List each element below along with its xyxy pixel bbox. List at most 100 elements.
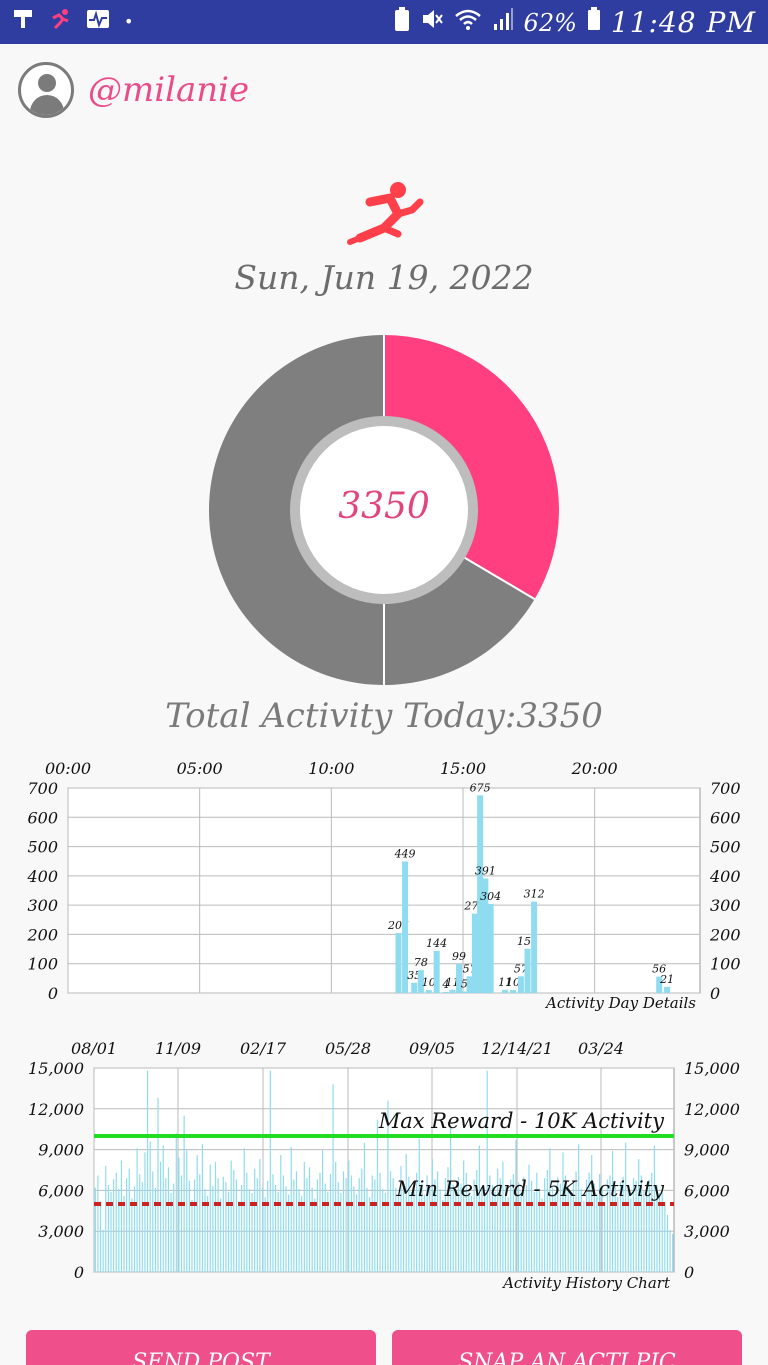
history-bar — [494, 1191, 496, 1272]
battery-percent: 62% — [523, 8, 577, 37]
history-bar — [170, 1193, 172, 1272]
history-bar — [507, 1197, 509, 1272]
activity-donut-chart — [208, 335, 559, 685]
history-bar — [233, 1170, 235, 1272]
history-bar — [165, 1178, 167, 1272]
history-y-tick-right: 0 — [684, 1263, 694, 1282]
history-y-tick-left: 3,000 — [38, 1222, 84, 1241]
history-bar — [227, 1191, 230, 1272]
history-bar — [517, 1182, 520, 1272]
history-bar — [225, 1182, 227, 1272]
day-bar — [471, 913, 478, 993]
history-bar — [478, 1145, 480, 1272]
history-bar — [358, 1178, 360, 1272]
donut-center-value: 3350 — [338, 486, 430, 527]
history-bar — [598, 1174, 601, 1272]
avatar[interactable] — [18, 62, 74, 118]
history-bar — [110, 1191, 112, 1272]
history-bar — [149, 1141, 151, 1272]
history-bar — [426, 1175, 428, 1272]
status-time: 11:48 PM — [610, 6, 756, 39]
history-bar — [596, 1194, 598, 1272]
history-bar — [324, 1183, 326, 1272]
day-y-tick-left: 600 — [27, 808, 58, 827]
history-bar — [520, 1193, 522, 1272]
history-bar — [157, 1097, 159, 1272]
history-bar — [659, 1193, 661, 1272]
history-bar — [431, 1159, 433, 1272]
send-post-button[interactable]: SEND POST — [26, 1330, 376, 1365]
history-bar — [126, 1178, 128, 1272]
history-bar — [290, 1146, 292, 1272]
history-bar — [536, 1172, 538, 1272]
history-bar — [421, 1183, 423, 1272]
history-bar — [261, 1187, 264, 1272]
history-bar — [572, 1180, 575, 1272]
history-bar — [497, 1168, 499, 1272]
history-bar — [248, 1189, 251, 1272]
history-bar — [214, 1161, 217, 1272]
history-bar — [531, 1180, 533, 1272]
history-bar — [504, 1186, 507, 1272]
history-bar — [551, 1187, 554, 1272]
mute-icon — [420, 6, 444, 39]
signal-icon — [492, 6, 514, 39]
history-bar — [491, 1184, 494, 1272]
day-bar — [449, 989, 456, 993]
history-bar — [549, 1148, 551, 1272]
history-bar — [609, 1175, 611, 1272]
day-bar — [502, 989, 509, 993]
history-bar — [442, 1199, 444, 1272]
history-bar — [105, 1165, 107, 1272]
day-y-tick-left: 700 — [27, 779, 58, 798]
history-bar — [585, 1179, 588, 1272]
day-bar-label: 11 — [498, 976, 512, 989]
history-bar — [614, 1186, 616, 1272]
history-bar — [554, 1195, 556, 1272]
history-bar — [429, 1187, 431, 1272]
max-reward-label: Max Reward - 10K Activity — [378, 1109, 665, 1133]
history-bar — [162, 1145, 164, 1272]
avatar-head-icon — [38, 74, 56, 92]
snap-pic-button[interactable]: SNAP AN ACTI PIC — [392, 1330, 742, 1365]
history-bar — [311, 1187, 313, 1272]
history-bar — [457, 1176, 460, 1272]
history-y-tick-left: 9,000 — [38, 1141, 84, 1160]
day-y-tick-right: 100 — [710, 955, 741, 974]
history-bar — [243, 1148, 245, 1272]
history-bar — [217, 1178, 219, 1272]
history-bar — [99, 1201, 102, 1272]
history-bar — [319, 1172, 321, 1272]
history-bar — [118, 1189, 120, 1272]
history-bar — [199, 1174, 201, 1272]
day-bar-label: 21 — [659, 973, 674, 986]
history-bar — [337, 1182, 339, 1272]
history-bar — [604, 1202, 606, 1272]
history-x-tick: 03/24 — [578, 1039, 624, 1058]
day-bar-label: 10 — [422, 976, 436, 989]
history-chart-svg: 0 0 3,000 3,000 6,000 6,000 9,000 9,000 12,000 12… — [28, 1039, 740, 1292]
history-bar — [144, 1152, 146, 1272]
history-bar — [167, 1167, 170, 1272]
activity-date: Sun, Jun 19, 2022 — [234, 258, 534, 297]
history-bar — [470, 1195, 473, 1272]
history-bar — [640, 1175, 642, 1272]
history-bar — [460, 1183, 462, 1272]
history-bar — [254, 1168, 256, 1272]
history-bar — [408, 1176, 410, 1272]
day-bar — [487, 903, 494, 993]
history-bar — [133, 1186, 136, 1272]
history-bar — [186, 1149, 188, 1272]
history-bar — [489, 1175, 491, 1272]
history-bar — [570, 1193, 572, 1272]
history-bar — [342, 1171, 345, 1272]
history-bar — [533, 1191, 535, 1272]
history-bar — [112, 1179, 115, 1272]
history-bar — [267, 1180, 269, 1272]
day-y-tick-right: 500 — [710, 838, 741, 857]
history-bar — [557, 1176, 559, 1272]
history-bar — [625, 1142, 627, 1272]
day-bar — [477, 795, 484, 993]
history-bar — [606, 1179, 608, 1272]
history-bar — [345, 1178, 347, 1272]
